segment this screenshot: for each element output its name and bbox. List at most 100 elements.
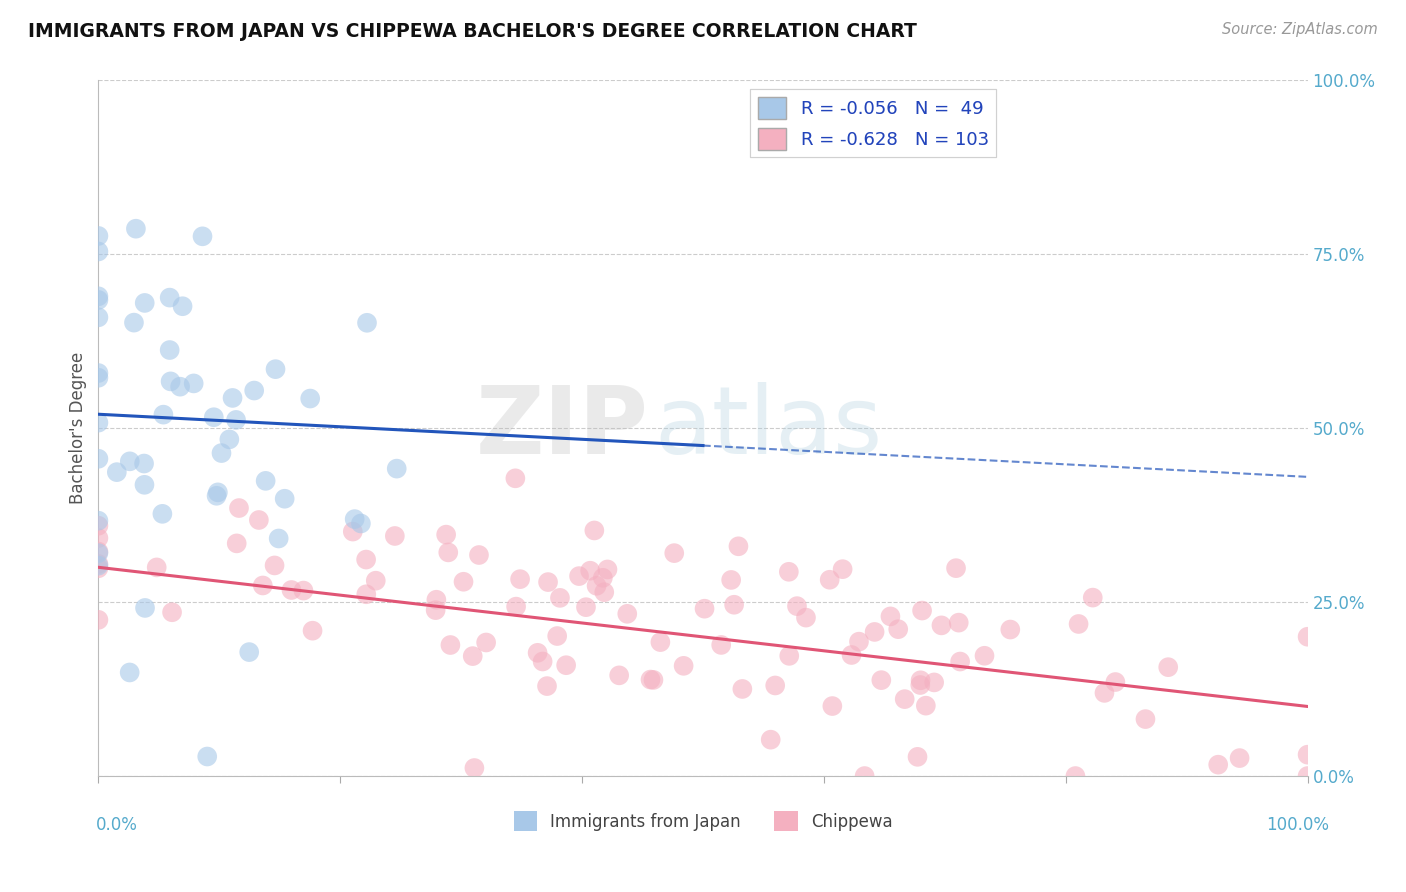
Point xyxy=(879,609,901,624)
Point xyxy=(292,583,315,598)
Point xyxy=(616,607,638,621)
Text: 0.0%: 0.0% xyxy=(96,816,138,834)
Point xyxy=(583,524,606,538)
Point xyxy=(505,599,527,614)
Point xyxy=(593,585,616,599)
Point xyxy=(350,516,373,531)
Point xyxy=(1296,769,1319,783)
Point xyxy=(672,658,695,673)
Point xyxy=(145,560,167,574)
Point xyxy=(385,461,408,475)
Point xyxy=(579,564,602,578)
Point xyxy=(118,454,141,468)
Point xyxy=(221,391,243,405)
Point xyxy=(87,613,110,627)
Point xyxy=(228,501,250,516)
Point xyxy=(693,601,716,615)
Point xyxy=(238,645,260,659)
Point xyxy=(731,681,754,696)
Point xyxy=(152,408,174,422)
Point xyxy=(931,618,953,632)
Point xyxy=(1296,747,1319,762)
Point xyxy=(592,571,614,585)
Point xyxy=(172,299,194,313)
Point xyxy=(1064,769,1087,783)
Point xyxy=(280,582,302,597)
Point xyxy=(475,635,498,649)
Point xyxy=(439,638,461,652)
Point xyxy=(122,316,145,330)
Point xyxy=(911,603,934,617)
Point xyxy=(225,536,247,550)
Point xyxy=(640,673,662,687)
Point xyxy=(202,410,225,425)
Point xyxy=(948,615,970,630)
Point xyxy=(893,692,915,706)
Point xyxy=(207,485,229,500)
Point xyxy=(263,558,285,573)
Point xyxy=(821,699,844,714)
Point xyxy=(818,573,841,587)
Point xyxy=(273,491,295,506)
Point xyxy=(585,579,607,593)
Text: 100.0%: 100.0% xyxy=(1265,816,1329,834)
Point xyxy=(643,673,665,687)
Point xyxy=(87,416,110,430)
Point xyxy=(922,675,945,690)
Point xyxy=(778,565,800,579)
Point xyxy=(841,648,863,662)
Point xyxy=(425,592,447,607)
Point xyxy=(1229,751,1251,765)
Point xyxy=(105,465,128,479)
Point xyxy=(159,343,181,357)
Point xyxy=(786,599,808,614)
Point xyxy=(252,578,274,592)
Point xyxy=(169,379,191,393)
Point xyxy=(596,562,619,576)
Point xyxy=(1067,617,1090,632)
Point xyxy=(973,648,995,663)
Point xyxy=(759,732,782,747)
Point xyxy=(727,539,749,553)
Point xyxy=(247,513,270,527)
Point xyxy=(264,362,287,376)
Point xyxy=(150,507,173,521)
Point xyxy=(575,600,598,615)
Point xyxy=(205,489,228,503)
Point xyxy=(342,524,364,539)
Point xyxy=(1104,675,1126,690)
Point xyxy=(87,544,110,558)
Point xyxy=(463,761,485,775)
Point xyxy=(537,575,560,590)
Point xyxy=(87,546,110,560)
Point xyxy=(87,451,110,466)
Point xyxy=(87,244,110,259)
Point xyxy=(343,512,366,526)
Point xyxy=(437,545,460,559)
Point xyxy=(710,638,733,652)
Point xyxy=(853,769,876,783)
Point xyxy=(434,527,457,541)
Point xyxy=(1081,591,1104,605)
Point xyxy=(356,587,378,601)
Point xyxy=(763,678,786,692)
Point xyxy=(546,629,568,643)
Point xyxy=(87,514,110,528)
Point xyxy=(132,457,155,471)
Point xyxy=(887,622,910,636)
Point xyxy=(134,601,156,615)
Point xyxy=(195,749,218,764)
Point xyxy=(453,574,475,589)
Y-axis label: Bachelor's Degree: Bachelor's Degree xyxy=(69,352,87,504)
Point xyxy=(425,603,447,617)
Point xyxy=(720,573,742,587)
Point xyxy=(531,655,554,669)
Point xyxy=(548,591,571,605)
Point xyxy=(505,471,527,485)
Point xyxy=(87,558,110,573)
Point xyxy=(1094,686,1116,700)
Point xyxy=(914,698,936,713)
Point xyxy=(364,574,387,588)
Point xyxy=(910,678,932,692)
Point xyxy=(461,649,484,664)
